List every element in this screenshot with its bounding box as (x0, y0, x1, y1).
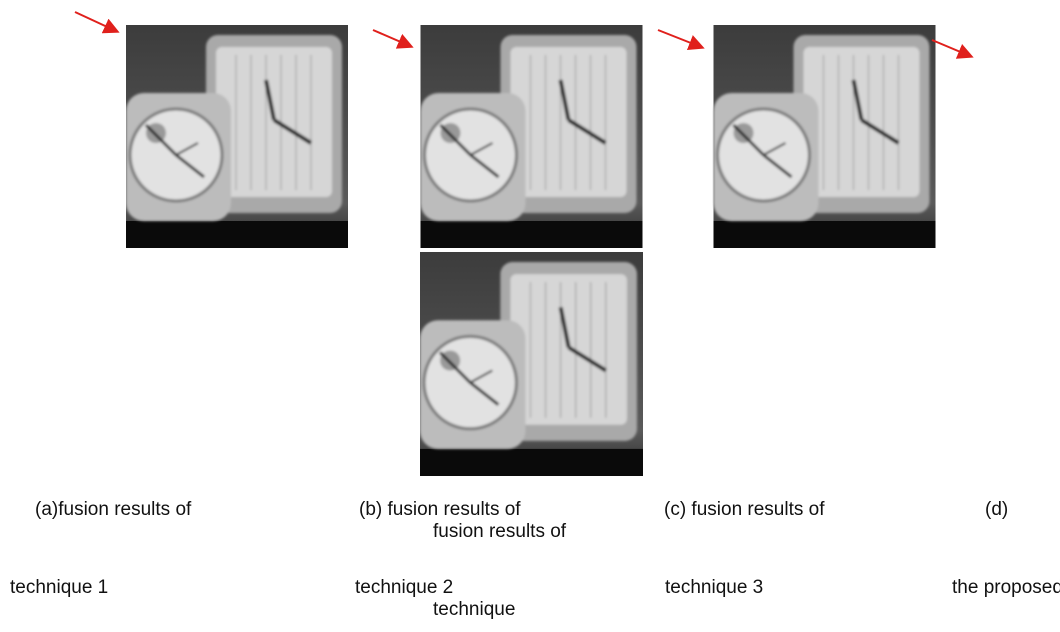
arrow (373, 30, 410, 46)
arrow (75, 12, 116, 31)
caption: (a)fusion results of (35, 499, 191, 521)
caption: technique 2 (355, 577, 453, 599)
caption: the proposed (952, 577, 1060, 599)
caption: technique (433, 599, 515, 621)
image-d (420, 250, 643, 478)
caption: (b) fusion results of (359, 499, 521, 521)
image-c (712, 25, 937, 248)
arrow (932, 40, 970, 56)
arrow (658, 30, 701, 47)
caption: (c) fusion results of (664, 499, 825, 521)
image-a (126, 25, 348, 248)
image-b (420, 25, 643, 248)
caption: fusion results of (433, 521, 566, 543)
caption: technique 3 (665, 577, 763, 599)
figure-page: (a)fusion results of technique 1 (b) fus… (0, 0, 1060, 632)
caption: technique 1 (10, 577, 108, 599)
caption: (d) (985, 499, 1008, 521)
